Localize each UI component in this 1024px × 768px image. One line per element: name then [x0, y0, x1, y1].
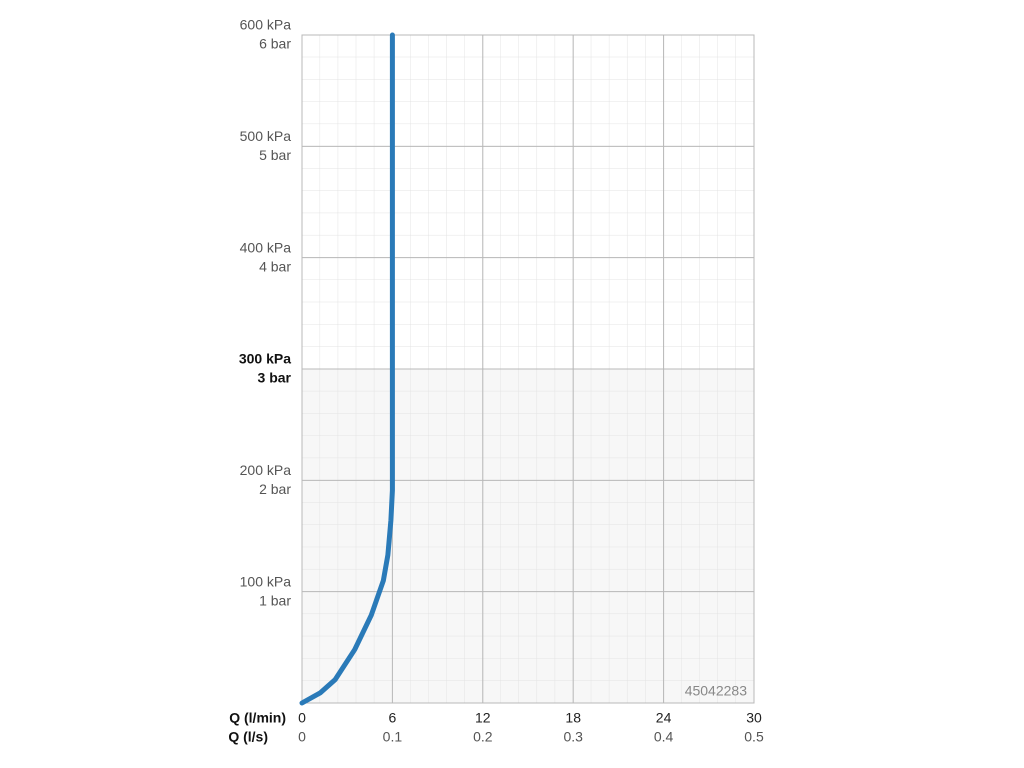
y2-tick-label: 3 bar: [258, 370, 292, 386]
x-tick-label: 0: [298, 710, 306, 726]
y-tick-label: 200 kPa: [240, 462, 292, 478]
x-tick-label: 6: [389, 710, 397, 726]
x-tick-label: 30: [746, 710, 762, 726]
y-tick-label: 500 kPa: [240, 128, 292, 144]
x-tick-label: 24: [656, 710, 672, 726]
x-tick-label: 18: [565, 710, 581, 726]
y-tick-label: 100 kPa: [240, 573, 292, 589]
y2-tick-label: 2 bar: [259, 481, 291, 497]
x2-tick-label: 0.1: [383, 729, 403, 745]
y2-tick-label: 6 bar: [259, 36, 291, 52]
x2-axis-label: Q (l/s): [228, 729, 268, 745]
y-tick-label: 600 kPa: [240, 17, 292, 33]
y2-tick-label: 1 bar: [259, 592, 291, 608]
x-axis-label: Q (l/min): [229, 710, 286, 726]
x-tick-label: 12: [475, 710, 491, 726]
y2-tick-label: 5 bar: [259, 147, 291, 163]
flow-curve: [299, 32, 395, 706]
annotation: 45042283: [685, 683, 748, 699]
x2-tick-label: 0.2: [473, 729, 493, 745]
x2-tick-label: 0.5: [744, 729, 764, 745]
y-tick-label: 400 kPa: [240, 239, 292, 255]
x2-tick-label: 0.4: [654, 729, 674, 745]
y2-tick-label: 4 bar: [259, 258, 291, 274]
y-tick-label: 300 kPa: [239, 351, 291, 367]
x2-tick-label: 0: [298, 729, 306, 745]
x2-tick-label: 0.3: [563, 729, 583, 745]
